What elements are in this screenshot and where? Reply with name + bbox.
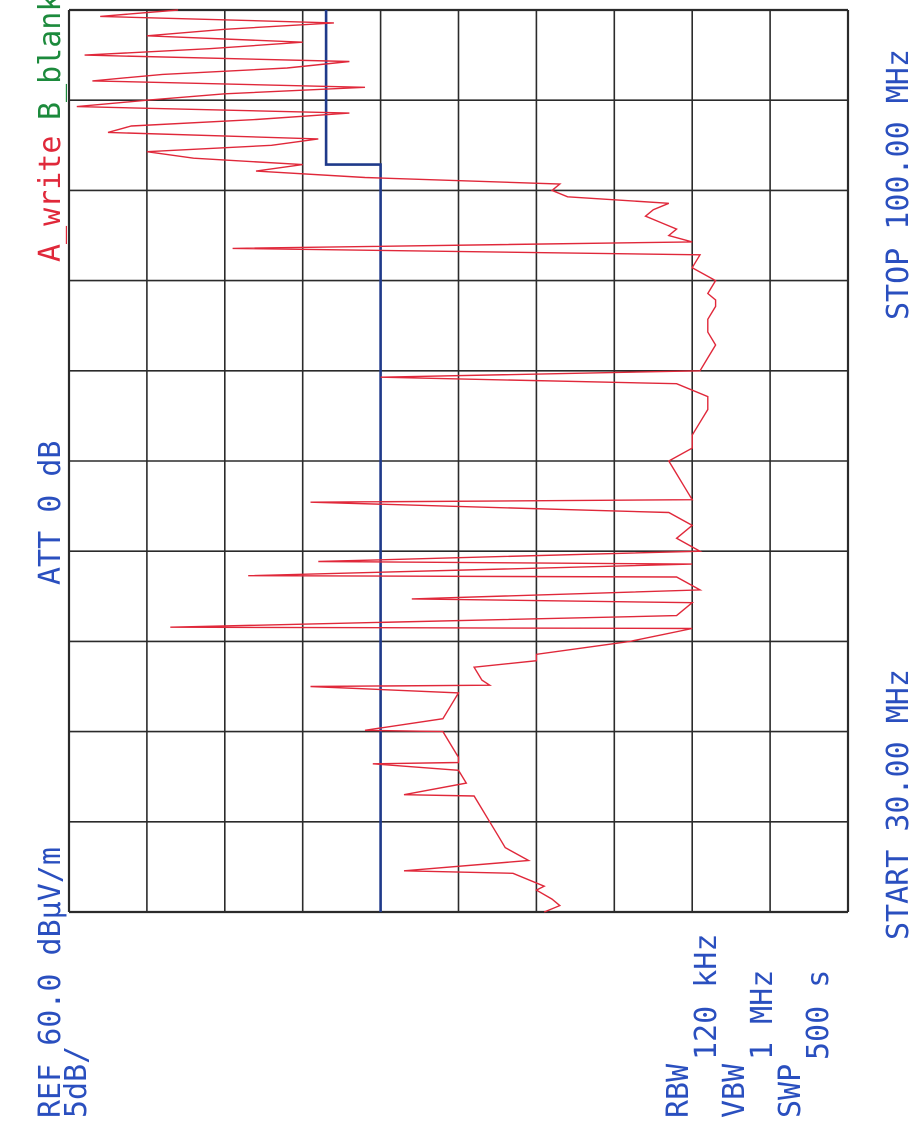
rbw-label: RBW (661, 1063, 696, 1118)
scale-label: 5dB/ (59, 1046, 94, 1118)
trace-a-label: A_write (33, 136, 68, 262)
trace-a-line (76, 9, 717, 913)
stop-frequency-label: STOP 100.00 MHz (881, 49, 916, 320)
trace-b-label: B_blank (33, 0, 68, 120)
sweep-value: 500 s (801, 970, 836, 1060)
attenuation-label: ATT 0 dB (33, 441, 68, 586)
limit-line (324, 10, 382, 912)
start-frequency-label: START 30.00 MHz (881, 669, 916, 940)
rbw-value: 120 kHz (689, 934, 724, 1060)
trace-a-layer (76, 9, 717, 913)
vbw-label: VBW (717, 1063, 752, 1118)
limit-line-layer (324, 10, 382, 912)
vbw-value: 1 MHz (745, 970, 780, 1060)
sweep-label: SWP (773, 1064, 808, 1118)
ref-level-label: REF 60.0 dBμV/m (33, 847, 68, 1118)
